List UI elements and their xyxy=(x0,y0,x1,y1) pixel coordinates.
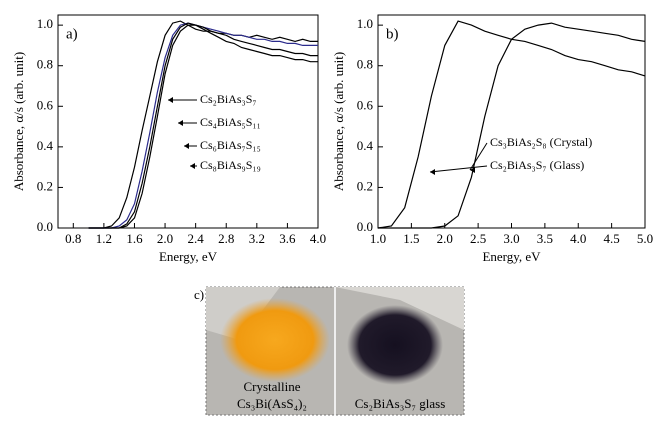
y-tick-label: 1.0 xyxy=(37,16,53,31)
x-axis-label: Energy, eV xyxy=(482,249,541,264)
x-tick-label: 3.2 xyxy=(249,231,265,246)
photo-caption: Crystalline xyxy=(243,379,300,394)
photo-caption: Cs₃Bi(AsS₄)₂ xyxy=(237,396,307,411)
y-tick-label: 0.8 xyxy=(357,57,373,72)
figure: c) Crystalline Cs₃Bi(AsS₄)₂ Cs₂BiAs₃S₇ g… xyxy=(0,0,654,425)
y-axis-label: Absorbance, α/s (arb. unit) xyxy=(331,52,346,191)
y-tick-label: 0.8 xyxy=(37,57,53,72)
x-tick-label: 2.8 xyxy=(218,231,234,246)
x-tick-label: 2.0 xyxy=(437,231,453,246)
y-tick-label: 0.2 xyxy=(37,178,53,193)
y-tick-label: 0.2 xyxy=(357,178,373,193)
arrow-head xyxy=(190,163,195,169)
x-tick-label: 2.0 xyxy=(157,231,173,246)
series-label: Cs₂BiAs₃S₇ (Glass) xyxy=(490,158,584,172)
y-tick-label: 0.4 xyxy=(357,138,374,153)
y-tick-label: 0.4 xyxy=(37,138,54,153)
x-tick-label: 0.8 xyxy=(65,231,81,246)
x-tick-label: 2.4 xyxy=(188,231,205,246)
orange-powder xyxy=(220,298,330,382)
x-tick-label: 1.0 xyxy=(370,231,386,246)
y-tick-label: 0.6 xyxy=(37,97,54,112)
arrow-head xyxy=(178,120,183,126)
series-label: Cs₄BiAs₅S₁₁ xyxy=(200,115,261,129)
black-glass xyxy=(347,305,443,385)
series-label: Cs₈BiAs₉S₁₉ xyxy=(200,158,261,172)
x-tick-label: 5.0 xyxy=(637,231,653,246)
x-tick-label: 1.2 xyxy=(96,231,112,246)
y-tick-label: 0.6 xyxy=(357,97,374,112)
x-tick-label: 3.6 xyxy=(279,231,296,246)
arrow-head xyxy=(430,169,435,175)
panel-label: a) xyxy=(66,26,78,42)
y-tick-label: 0.0 xyxy=(37,219,53,234)
annotation-arrow xyxy=(430,166,487,172)
photo: c) Crystalline Cs₃Bi(AsS₄)₂ Cs₂BiAs₃S₇ g… xyxy=(194,287,464,415)
x-tick-label: 2.5 xyxy=(470,231,486,246)
x-tick-label: 4.0 xyxy=(570,231,586,246)
panel-label: c) xyxy=(194,287,204,302)
x-tick-label: 3.5 xyxy=(537,231,553,246)
x-tick-label: 1.5 xyxy=(403,231,419,246)
plot-frame xyxy=(58,15,318,228)
series-label: Cs₆BiAs₇S₁₅ xyxy=(200,138,261,152)
x-tick-label: 4.5 xyxy=(604,231,620,246)
series-label: Cs₂BiAs₃S₇ xyxy=(200,92,257,106)
photo-caption: Cs₂BiAs₃S₇ glass xyxy=(355,396,446,411)
arrow-head xyxy=(184,143,189,149)
plot-frame xyxy=(378,15,645,228)
x-tick-label: 1.6 xyxy=(126,231,143,246)
series-label: Cs₃BiAs₂S₈ (Crystal) xyxy=(490,135,592,149)
y-axis-label: Absorbance, α/s (arb. unit) xyxy=(11,52,26,191)
panel-label: b) xyxy=(386,26,399,42)
arrow-head xyxy=(168,97,173,103)
x-tick-label: 3.0 xyxy=(503,231,519,246)
y-tick-label: 1.0 xyxy=(357,16,373,31)
data-line xyxy=(378,21,645,228)
x-tick-label: 4.0 xyxy=(310,231,326,246)
x-axis-label: Energy, eV xyxy=(159,249,218,264)
data-line xyxy=(378,23,645,228)
